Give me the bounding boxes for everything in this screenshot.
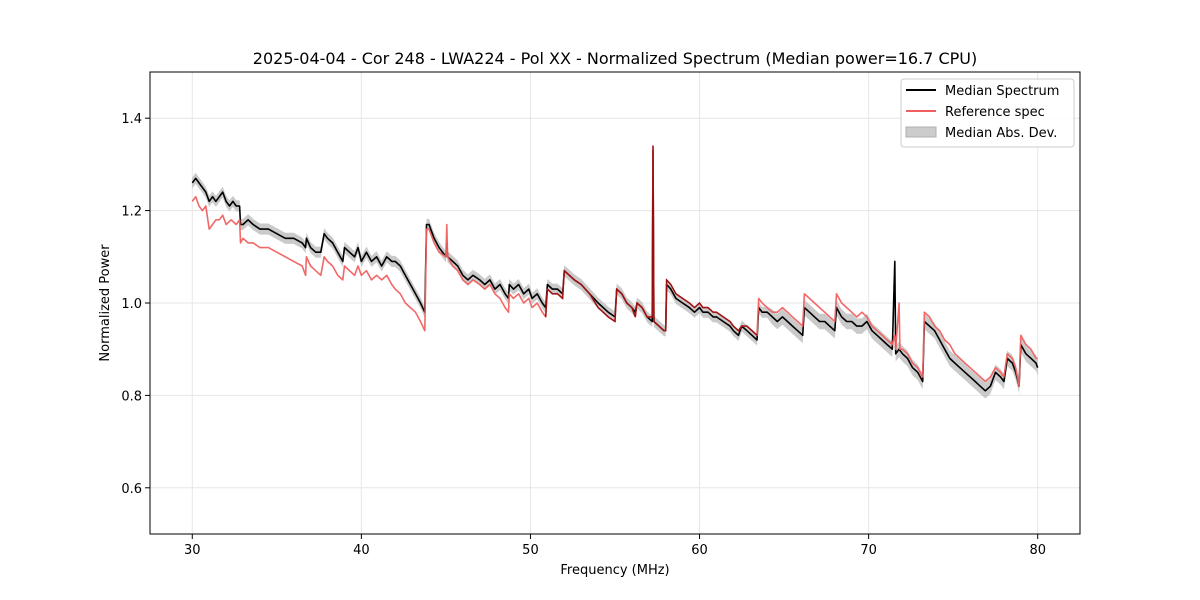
overlap-line: [545, 145, 758, 336]
chart-title: 2025-04-04 - Cor 248 - LWA224 - Pol XX -…: [253, 49, 977, 68]
x-tick-label: 80: [1029, 543, 1046, 558]
axis-ticks: 30 40 50 60 70 80 0.6 0.8 1.0 1.2 1.4: [121, 112, 1046, 558]
y-tick-label: 0.6: [121, 482, 142, 497]
legend-reference-label: Reference spec: [945, 105, 1045, 120]
y-tick-label: 1.0: [121, 297, 142, 312]
legend-box: [900, 78, 1075, 148]
series-layer: [191, 145, 1039, 392]
y-tick-label: 0.8: [121, 389, 142, 404]
x-axis-label: Frequency (MHz): [560, 563, 669, 578]
legend-mad-swatch: [905, 126, 937, 138]
legend-median-label: Median Spectrum: [945, 84, 1059, 99]
y-axis-label: Normalized Power: [98, 244, 113, 362]
x-tick-label: 30: [184, 543, 201, 558]
x-tick-label: 60: [691, 543, 708, 558]
x-tick-label: 40: [353, 543, 370, 558]
y-tick-label: 1.4: [121, 112, 142, 127]
legend-mad-label: Median Abs. Dev.: [945, 126, 1057, 141]
x-tick-label: 70: [860, 543, 877, 558]
legend: Median Spectrum Reference spec Median Ab…: [900, 78, 1075, 148]
y-tick-label: 1.2: [121, 205, 142, 220]
x-tick-label: 50: [522, 543, 539, 558]
